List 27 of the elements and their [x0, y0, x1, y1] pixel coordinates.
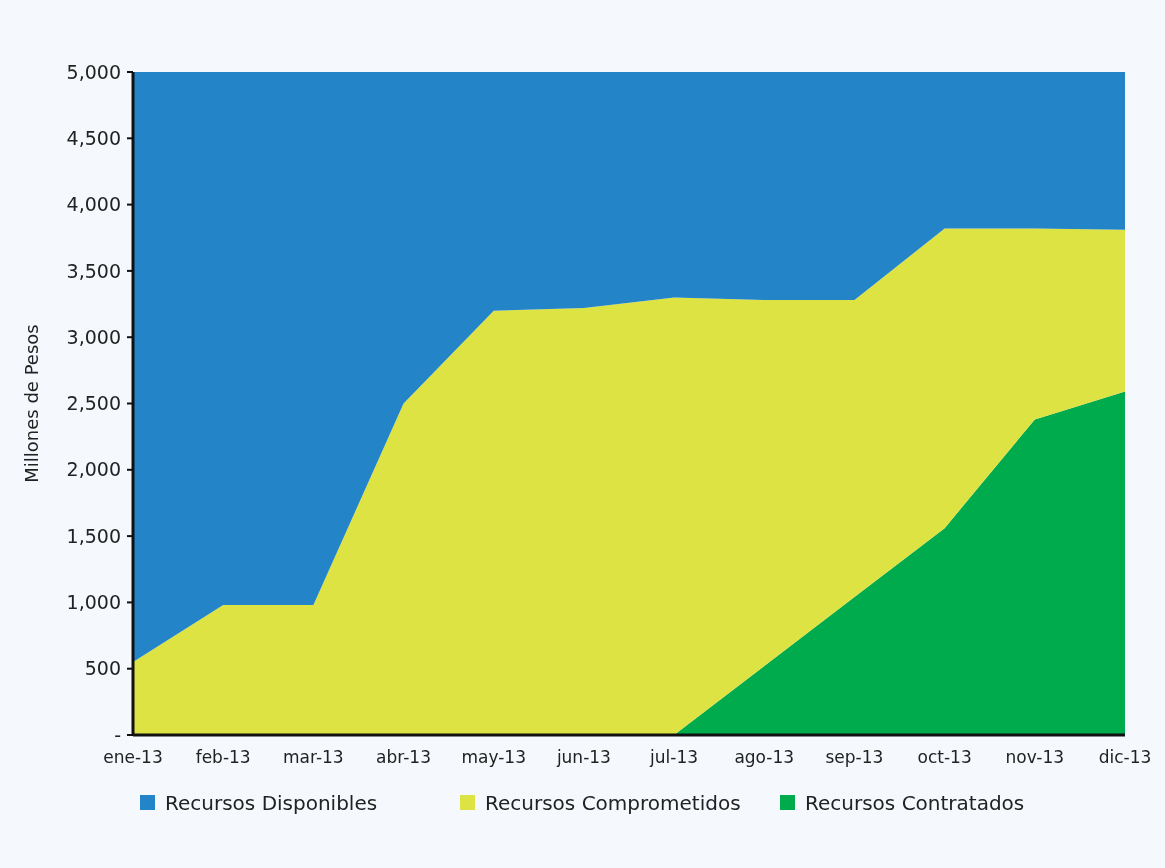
y-tick-label: 4,000 [66, 193, 121, 216]
y-tick-label: 3,500 [66, 259, 121, 282]
legend-label: Recursos Disponibles [165, 791, 378, 815]
x-tick-label: abr-13 [376, 747, 431, 767]
y-tick-label: 4,500 [66, 126, 121, 149]
y-tick-label: 1,000 [66, 591, 121, 614]
y-tick-label: 5,000 [66, 60, 121, 83]
y-tick-label: 2,500 [66, 392, 121, 415]
y-tick-label: - [114, 723, 121, 746]
x-tick-label: jun-13 [555, 747, 611, 767]
x-tick-label: jul-13 [649, 747, 699, 767]
y-tick-label: 2,000 [66, 458, 121, 481]
x-tick-label: may-13 [461, 747, 526, 767]
x-tick-label: feb-13 [195, 747, 251, 767]
y-tick-label: 500 [84, 657, 121, 680]
x-tick-label: dic-13 [1098, 747, 1152, 767]
y-axis-title: Millones de Pesos [21, 324, 42, 483]
x-tick-label: ago-13 [734, 747, 795, 767]
y-tick-label: 3,000 [66, 325, 121, 348]
legend-label: Recursos Comprometidos [485, 791, 741, 815]
x-tick-label: nov-13 [1005, 747, 1065, 767]
x-tick-label: oct-13 [917, 747, 972, 767]
x-tick-label: sep-13 [825, 747, 884, 767]
x-tick-label: ene-13 [103, 747, 163, 767]
x-tick-label: mar-13 [283, 747, 344, 767]
legend-label: Recursos Contratados [805, 791, 1025, 815]
y-tick-label: 1,500 [66, 524, 121, 547]
